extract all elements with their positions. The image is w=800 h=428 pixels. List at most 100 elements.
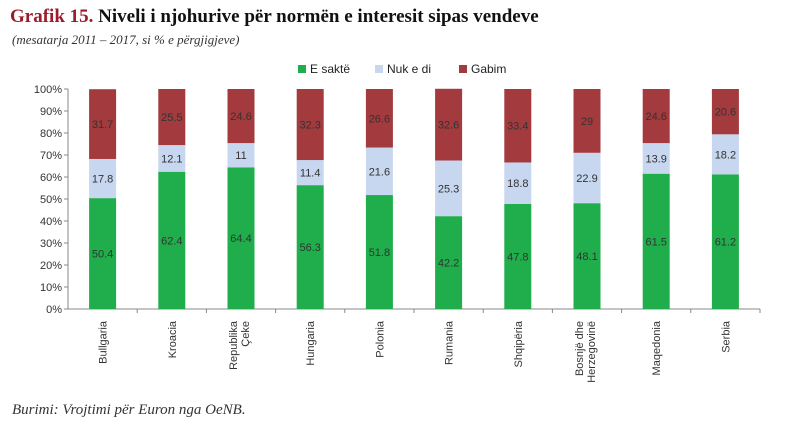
data-label: 18.8 bbox=[507, 178, 528, 190]
data-label: 32.6 bbox=[438, 120, 459, 132]
x-tick-label: Maqedonia bbox=[651, 320, 663, 375]
x-tick-label: Rumania bbox=[444, 320, 456, 365]
data-label: 33.4 bbox=[507, 121, 528, 133]
data-label: 20.6 bbox=[715, 107, 736, 119]
bar-segment bbox=[504, 89, 532, 163]
y-tick-label: 90% bbox=[40, 106, 62, 118]
source-note: Burimi: Vrojtimi për Euron nga OeNB. bbox=[12, 402, 246, 418]
chart-title: Grafik 15. Niveli i njohurive për normën… bbox=[10, 6, 539, 28]
x-tick-label-line: Hungaria bbox=[305, 320, 317, 366]
data-label: 21.6 bbox=[369, 166, 390, 178]
data-label: 64.4 bbox=[230, 233, 251, 245]
bar-segment bbox=[573, 152, 601, 204]
x-tick-label: Serbia bbox=[720, 320, 732, 353]
data-label: 25.5 bbox=[161, 112, 182, 124]
bar-segment bbox=[435, 216, 463, 309]
data-label: 17.8 bbox=[92, 174, 113, 186]
data-label: 12.1 bbox=[161, 153, 182, 165]
bar-segment bbox=[642, 173, 670, 309]
data-label: 26.6 bbox=[369, 113, 390, 125]
data-label: 24.6 bbox=[230, 111, 251, 123]
bar-segment bbox=[573, 89, 601, 153]
x-tick-label-line: Bosnjë dhe bbox=[574, 321, 586, 376]
legend-label: Gabim bbox=[471, 62, 506, 76]
y-tick-label: 80% bbox=[40, 128, 62, 140]
legend-label: E saktë bbox=[310, 62, 350, 76]
data-label: 50.4 bbox=[92, 249, 113, 261]
bar-segment bbox=[365, 147, 393, 196]
y-tick-label: 60% bbox=[40, 172, 62, 184]
data-label: 62.4 bbox=[161, 235, 182, 247]
bar-segment bbox=[573, 203, 601, 309]
y-tick-label: 0% bbox=[46, 304, 62, 316]
bar-segment bbox=[158, 145, 186, 172]
legend-label: Nuk e di bbox=[387, 62, 431, 76]
bar-segment bbox=[435, 160, 463, 217]
data-label: 11.4 bbox=[300, 168, 321, 180]
x-tick-label-line: Polonia bbox=[374, 320, 386, 358]
data-label: 32.3 bbox=[299, 120, 320, 132]
data-label: 11 bbox=[235, 150, 246, 162]
x-tick-label: Hungaria bbox=[305, 320, 317, 366]
x-tick-label: Shqipëria bbox=[513, 320, 525, 367]
data-label: 31.7 bbox=[92, 119, 113, 131]
bar-segment bbox=[504, 203, 532, 309]
bar-segment bbox=[504, 162, 532, 204]
bar-segment bbox=[711, 89, 739, 135]
x-tick-label-line: Çeke bbox=[240, 321, 252, 347]
data-label: 25.3 bbox=[438, 183, 459, 195]
bar-segment bbox=[227, 167, 255, 309]
x-tick-label: Bosnjë dheHerzegovinë bbox=[574, 321, 598, 383]
bar-segment bbox=[711, 134, 739, 175]
data-label: 51.8 bbox=[369, 247, 390, 259]
y-tick-label: 40% bbox=[40, 216, 62, 228]
chart-subtitle: (mesatarja 2011 – 2017, si % e përgjigje… bbox=[12, 32, 240, 47]
bar-segment bbox=[642, 89, 670, 144]
data-label: 29 bbox=[581, 116, 593, 128]
y-tick-label: 50% bbox=[40, 194, 62, 206]
x-tick-label: Bullgaria bbox=[98, 320, 110, 364]
bar-segment bbox=[365, 195, 393, 309]
x-tick-label-line: Maqedonia bbox=[651, 320, 663, 375]
bar-segment bbox=[89, 89, 117, 159]
bar-segment bbox=[296, 185, 324, 309]
y-tick-label: 100% bbox=[34, 84, 62, 96]
x-tick-label-line: Rumania bbox=[444, 320, 456, 365]
bar-segment bbox=[158, 89, 186, 146]
data-label: 61.2 bbox=[715, 237, 736, 249]
data-label: 42.2 bbox=[438, 258, 459, 270]
legend-swatch bbox=[298, 65, 306, 73]
x-tick-label-line: Bullgaria bbox=[98, 320, 110, 364]
data-label: 13.9 bbox=[645, 153, 666, 165]
data-label: 48.1 bbox=[576, 251, 597, 263]
bar-segment bbox=[227, 89, 255, 144]
y-tick-label: 20% bbox=[40, 260, 62, 272]
bar-segment bbox=[296, 89, 324, 161]
y-tick-label: 30% bbox=[40, 238, 62, 250]
bar-segment bbox=[642, 143, 670, 174]
x-tick-label-line: Shqipëria bbox=[513, 320, 525, 367]
x-tick-label: Polonia bbox=[374, 320, 386, 358]
x-tick-label: RepublikaÇeke bbox=[228, 320, 252, 370]
data-label: 56.3 bbox=[299, 242, 320, 254]
bar-segment bbox=[365, 89, 393, 148]
bar-segment bbox=[89, 198, 117, 309]
y-tick-label: 70% bbox=[40, 150, 62, 162]
stacked-bar-chart: 0% 10% 20% 30% 40% 50% 60% 70% 80% 90% 100% E saktë… bbox=[34, 62, 761, 383]
x-tick-label-line: Republika bbox=[228, 320, 240, 370]
bar-segment bbox=[227, 143, 255, 168]
x-tick-label: Kroacia bbox=[167, 320, 179, 358]
x-tick-label-line: Herzegovinë bbox=[586, 321, 598, 383]
bar-segment bbox=[711, 174, 739, 309]
data-label: 47.8 bbox=[507, 251, 528, 263]
legend-swatch bbox=[375, 65, 383, 73]
x-tick-label-line: Serbia bbox=[720, 320, 732, 353]
legend-swatch bbox=[459, 65, 467, 73]
x-tick-label-line: Kroacia bbox=[167, 320, 179, 358]
chart-title-text: Niveli i njohurive për normën e interesi… bbox=[98, 6, 539, 27]
data-label: 22.9 bbox=[576, 173, 597, 185]
bar-segment bbox=[435, 88, 463, 161]
bar-segment bbox=[89, 158, 117, 199]
y-tick-label: 10% bbox=[40, 282, 62, 294]
chart-number: Grafik 15. bbox=[10, 6, 94, 27]
